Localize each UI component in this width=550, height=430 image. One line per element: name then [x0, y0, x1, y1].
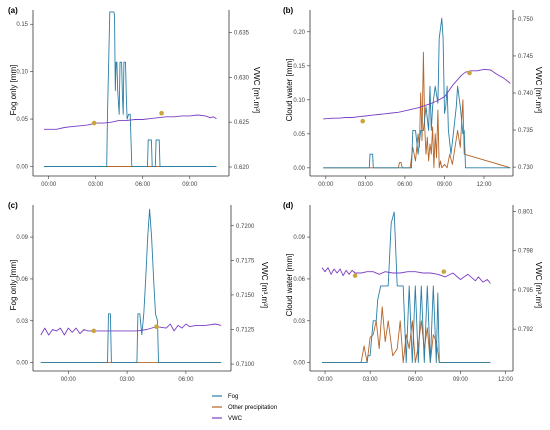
y-axis-label: Cloud water [mm] [285, 254, 294, 317]
panel-c: (c) Fog only [mm] VWC [m³.m³] 00:00 03:00… [8, 201, 269, 383]
y2-tick-label: 0.625 [234, 120, 250, 126]
x-tick-label: 00:00 [41, 182, 57, 188]
y2-tick-label: 0.792 [518, 327, 534, 333]
y-tick-label: 0.06 [293, 277, 305, 283]
y2-tick-label: 0.750 [518, 17, 534, 23]
plot-area: 00:00 03:00 06:00 09:00 12:00 0.00 0.05 0.10 0.1… [293, 10, 534, 188]
y2-tick-label: 0.801 [518, 210, 534, 216]
x-tick-label: 03:00 [363, 377, 379, 383]
series-line-vwc [44, 114, 217, 130]
panel-b: (b) Cloud water [mm] VWC [m³.m³] 00:00 03… [283, 6, 543, 188]
y2-tick-label: 0.795 [518, 288, 534, 294]
vwc-marker-point [91, 120, 97, 126]
y-tick-label: 0.06 [16, 277, 28, 283]
y2-tick-label: 0.7100 [236, 362, 255, 368]
panel-letter: (b) [283, 6, 294, 15]
y2-axis-label: VWC [m³.m³] [534, 262, 543, 308]
vwc-marker-point [159, 110, 164, 116]
vwc-marker-point [352, 273, 358, 278]
y-tick-label: 0.15 [16, 22, 28, 28]
x-tick-label: 06:00 [135, 182, 151, 188]
x-tick-label: 09:00 [182, 182, 198, 188]
x-tick-label: 09:00 [453, 377, 469, 383]
x-tick-label: 06:00 [408, 377, 424, 383]
vwc-marker-point [360, 118, 366, 124]
vwc-marker-point [154, 324, 159, 330]
panel-a: (a) Fog only [mm] VWC [m³.m³] 00:00 03:00… [8, 6, 261, 188]
y-tick-label: 0.15 [293, 64, 305, 70]
y2-tick-label: 0.7200 [236, 224, 255, 230]
y-tick-label: 0.00 [16, 361, 28, 367]
vwc-marker-point [91, 328, 97, 334]
panel-d: (d) Cloud water [mm] VWC [m³.m³] 00:00 03… [283, 201, 543, 383]
y2-axis-label: VWC [m³.m³] [260, 262, 269, 308]
series-line-other-precipitation [323, 51, 511, 169]
y-tick-label: 0.00 [293, 361, 305, 367]
x-tick-label: 12:00 [476, 182, 492, 188]
y-tick-label: 0.10 [293, 98, 305, 104]
plot-area: 00:00 03:00 06:00 09:00 12:00 0.00 0.03 0.06 0.0… [293, 205, 534, 383]
y2-tick-label: 0.7125 [236, 328, 255, 334]
y-axis-label: Cloud water [mm] [285, 59, 294, 122]
y-tick-label: 0.00 [16, 165, 28, 171]
y-tick-label: 0.00 [293, 166, 305, 172]
y-axis-label: Fog only [mm] [9, 260, 18, 311]
y-tick-label: 0.03 [16, 319, 28, 325]
y-tick-label: 0.20 [293, 30, 305, 36]
vwc-marker-point [467, 70, 472, 76]
y-axis-label: Fog only [mm] [9, 65, 18, 116]
y2-tick-label: 0.7175 [236, 258, 255, 264]
series-line-fog [322, 211, 491, 364]
panel-letter: (c) [8, 201, 18, 210]
y-tick-label: 0.09 [16, 235, 28, 241]
x-tick-label: 03:00 [88, 182, 104, 188]
y-tick-label: 0.05 [293, 132, 305, 138]
x-tick-label: 06:00 [178, 377, 194, 383]
panel-letter: (a) [8, 6, 18, 15]
y2-tick-label: 0.630 [234, 75, 250, 81]
y2-tick-label: 0.735 [518, 128, 534, 134]
x-tick-label: 09:00 [437, 182, 453, 188]
y2-tick-label: 0.635 [234, 30, 250, 36]
y-tick-label: 0.03 [293, 319, 305, 325]
y2-tick-label: 0.745 [518, 54, 534, 60]
series-line-vwc [323, 68, 511, 120]
series-line-vwc [40, 323, 222, 336]
x-tick-label: 06:00 [397, 182, 413, 188]
legend: Fog Other precipitation VWC [212, 394, 277, 422]
y2-tick-label: 0.620 [234, 165, 250, 171]
y2-tick-label: 0.7150 [236, 293, 255, 299]
y2-tick-label: 0.798 [518, 249, 534, 255]
y2-axis-label: VWC [m³.m³] [534, 67, 543, 113]
y-tick-label: 0.05 [16, 117, 28, 123]
legend-label-vwc: VWC [228, 416, 243, 422]
x-tick-label: 00:00 [318, 182, 334, 188]
y-tick-label: 0.09 [293, 235, 305, 241]
x-tick-label: 00:00 [61, 377, 77, 383]
x-tick-label: 00:00 [318, 377, 334, 383]
series-line-vwc [321, 267, 491, 284]
x-tick-label: 03:00 [358, 182, 374, 188]
panel-letter: (d) [283, 201, 294, 210]
y2-tick-label: 0.740 [518, 91, 534, 97]
series-line-fog [323, 17, 511, 169]
plot-area: 00:00 03:00 06:00 09:00 0.00 0.05 0.10 0.15 0.62… [16, 10, 250, 188]
y2-axis-label: VWC [m³.m³] [252, 67, 261, 113]
series-line-fog [44, 11, 217, 167]
y-tick-label: 0.10 [16, 70, 28, 76]
legend-label-other-precipitation: Other precipitation [228, 405, 277, 411]
x-tick-label: 03:00 [120, 377, 136, 383]
x-tick-label: 12:00 [498, 377, 514, 383]
series-line-fog [40, 208, 222, 364]
plot-area: 00:00 03:00 06:00 0.00 0.03 0.06 0.09 0.7100 0.7… [16, 205, 255, 383]
legend-label-fog: Fog [228, 394, 238, 400]
vwc-marker-point [441, 269, 447, 274]
y2-tick-label: 0.730 [518, 165, 534, 171]
